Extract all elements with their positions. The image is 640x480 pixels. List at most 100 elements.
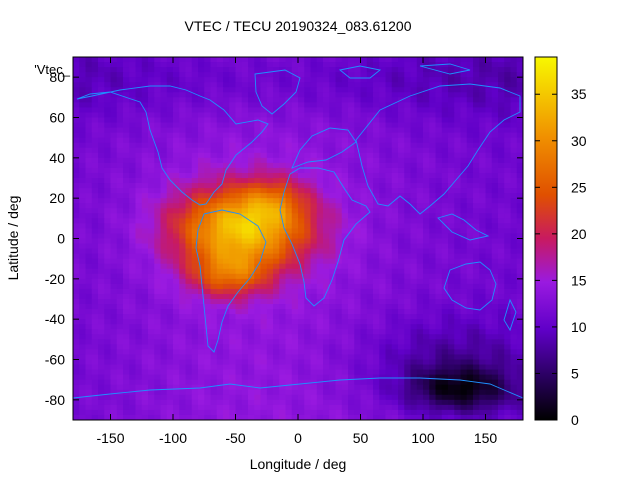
- heatmap-cell: [285, 72, 293, 78]
- heatmap-cell: [241, 344, 249, 351]
- heatmap-cell: [473, 273, 480, 280]
- heatmap-cell: [410, 263, 418, 270]
- heatmap-cell: [304, 263, 312, 270]
- heatmap-cell: [335, 349, 343, 356]
- heatmap-cell: [341, 188, 349, 194]
- heatmap-cell: [298, 122, 305, 129]
- heatmap-cell: [304, 218, 312, 224]
- heatmap-cell: [198, 62, 205, 68]
- heatmap-cell: [498, 82, 505, 88]
- heatmap-cell: [91, 152, 99, 159]
- heatmap-cell: [310, 344, 318, 351]
- heatmap-cell: [335, 233, 343, 240]
- heatmap-cell: [329, 329, 337, 335]
- heatmap-cell: [316, 67, 324, 73]
- heatmap-cell: [410, 314, 418, 320]
- heatmap-cell: [329, 314, 337, 320]
- heatmap-cell: [416, 117, 424, 124]
- heatmap-cell: [429, 142, 437, 149]
- heatmap-cell: [479, 198, 487, 204]
- heatmap-cell: [410, 82, 418, 88]
- heatmap-cell: [223, 273, 230, 280]
- heatmap-cell: [248, 142, 255, 149]
- heatmap-cell: [266, 157, 274, 164]
- heatmap-cell: [423, 142, 430, 149]
- heatmap-cell: [454, 248, 462, 255]
- heatmap-cell: [435, 107, 443, 114]
- heatmap-cell: [204, 243, 212, 250]
- heatmap-cell: [304, 72, 312, 78]
- heatmap-cell: [235, 404, 243, 411]
- heatmap-cell: [104, 233, 112, 240]
- heatmap-cell: [498, 394, 505, 401]
- heatmap-cell: [373, 127, 380, 134]
- heatmap-cell: [385, 228, 393, 235]
- heatmap-cell: [191, 394, 199, 401]
- heatmap-cell: [141, 87, 149, 93]
- heatmap-cell: [473, 67, 480, 73]
- heatmap-cell: [404, 62, 412, 68]
- heatmap-cell: [410, 183, 418, 189]
- heatmap-cell: [79, 72, 87, 78]
- heatmap-cell: [435, 258, 443, 265]
- heatmap-cell: [410, 258, 418, 265]
- heatmap-cell: [129, 299, 137, 305]
- heatmap-cell: [291, 253, 299, 260]
- heatmap-cell: [129, 142, 137, 149]
- heatmap-cell: [385, 183, 393, 189]
- heatmap-cell: [98, 228, 105, 235]
- heatmap-cell: [360, 172, 368, 179]
- heatmap-cell: [379, 57, 387, 63]
- heatmap-cell: [204, 374, 212, 381]
- heatmap-cell: [348, 157, 355, 164]
- heatmap-cell: [104, 238, 112, 245]
- heatmap-cell: [398, 137, 405, 144]
- heatmap-cell: [129, 364, 137, 371]
- heatmap-cell: [448, 339, 455, 345]
- heatmap-cell: [373, 268, 380, 275]
- heatmap-cell: [79, 107, 87, 114]
- heatmap-cell: [348, 304, 355, 310]
- heatmap-cell: [304, 228, 312, 235]
- heatmap-cell: [360, 62, 368, 68]
- heatmap-cell: [341, 72, 349, 78]
- heatmap-cell: [323, 203, 330, 209]
- heatmap-cell: [229, 183, 237, 189]
- heatmap-cell: [116, 218, 124, 224]
- heatmap-cell: [423, 127, 430, 134]
- heatmap-cell: [479, 203, 487, 209]
- heatmap-cell: [123, 142, 130, 149]
- heatmap-cell: [273, 117, 280, 124]
- heatmap-cell: [348, 97, 355, 103]
- heatmap-cell: [510, 384, 518, 391]
- heatmap-cell: [335, 288, 343, 295]
- heatmap-cell: [260, 359, 268, 366]
- heatmap-cell: [491, 57, 499, 63]
- heatmap-cell: [329, 288, 337, 295]
- heatmap-cell: [260, 208, 268, 214]
- heatmap-cell: [266, 127, 274, 134]
- heatmap-cell: [148, 167, 155, 174]
- heatmap-cell: [379, 137, 387, 144]
- heatmap-cell: [316, 364, 324, 371]
- heatmap-cell: [479, 268, 487, 275]
- heatmap-cell: [329, 374, 337, 381]
- heatmap-cell: [404, 218, 412, 224]
- heatmap-cell: [485, 369, 493, 376]
- heatmap-cell: [454, 117, 462, 124]
- heatmap-cell: [348, 319, 355, 325]
- heatmap-cell: [254, 339, 262, 345]
- heatmap-cell: [73, 309, 80, 315]
- heatmap-cell: [310, 162, 318, 169]
- heatmap-cell: [135, 253, 143, 260]
- heatmap-cell: [304, 117, 312, 124]
- heatmap-cell: [379, 198, 387, 204]
- heatmap-cell: [329, 122, 337, 129]
- heatmap-cell: [235, 384, 243, 391]
- heatmap-cell: [479, 394, 487, 401]
- heatmap-cell: [485, 172, 493, 179]
- heatmap-cell: [241, 283, 249, 290]
- heatmap-cell: [273, 268, 280, 275]
- heatmap-cell: [329, 278, 337, 285]
- heatmap-cell: [110, 122, 118, 129]
